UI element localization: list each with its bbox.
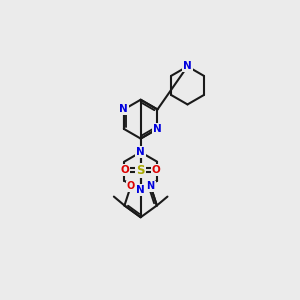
Text: S: S: [136, 164, 145, 177]
Text: N: N: [136, 185, 145, 195]
Text: N: N: [119, 104, 128, 115]
Text: O: O: [152, 165, 161, 175]
Text: O: O: [121, 165, 130, 175]
Text: O: O: [127, 182, 135, 191]
Text: N: N: [147, 182, 155, 191]
Text: N: N: [136, 147, 145, 157]
Text: N: N: [153, 124, 162, 134]
Text: N: N: [183, 61, 192, 71]
